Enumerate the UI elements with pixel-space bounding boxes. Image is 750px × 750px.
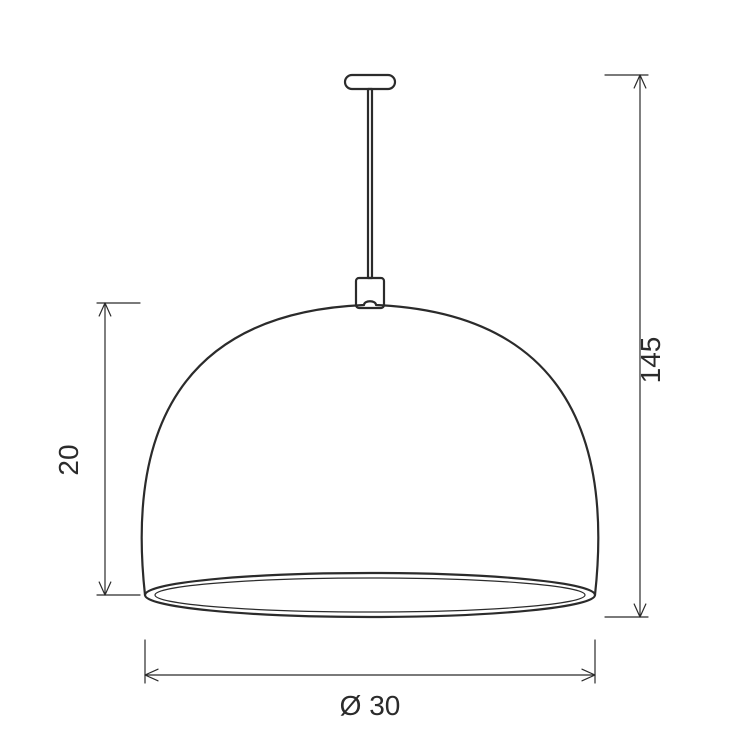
dim-diameter-label: Ø 30 [340,690,401,721]
pendant-lamp-dimension-drawing: 20 145 Ø 30 [0,0,750,750]
dim-diameter: Ø 30 [145,640,595,721]
lamp-outline [142,75,599,617]
dim-total-height-label: 145 [635,337,666,384]
dim-shade-height-label: 20 [53,444,84,475]
dim-total-height: 145 [605,75,666,617]
dim-shade-height: 20 [53,303,140,595]
